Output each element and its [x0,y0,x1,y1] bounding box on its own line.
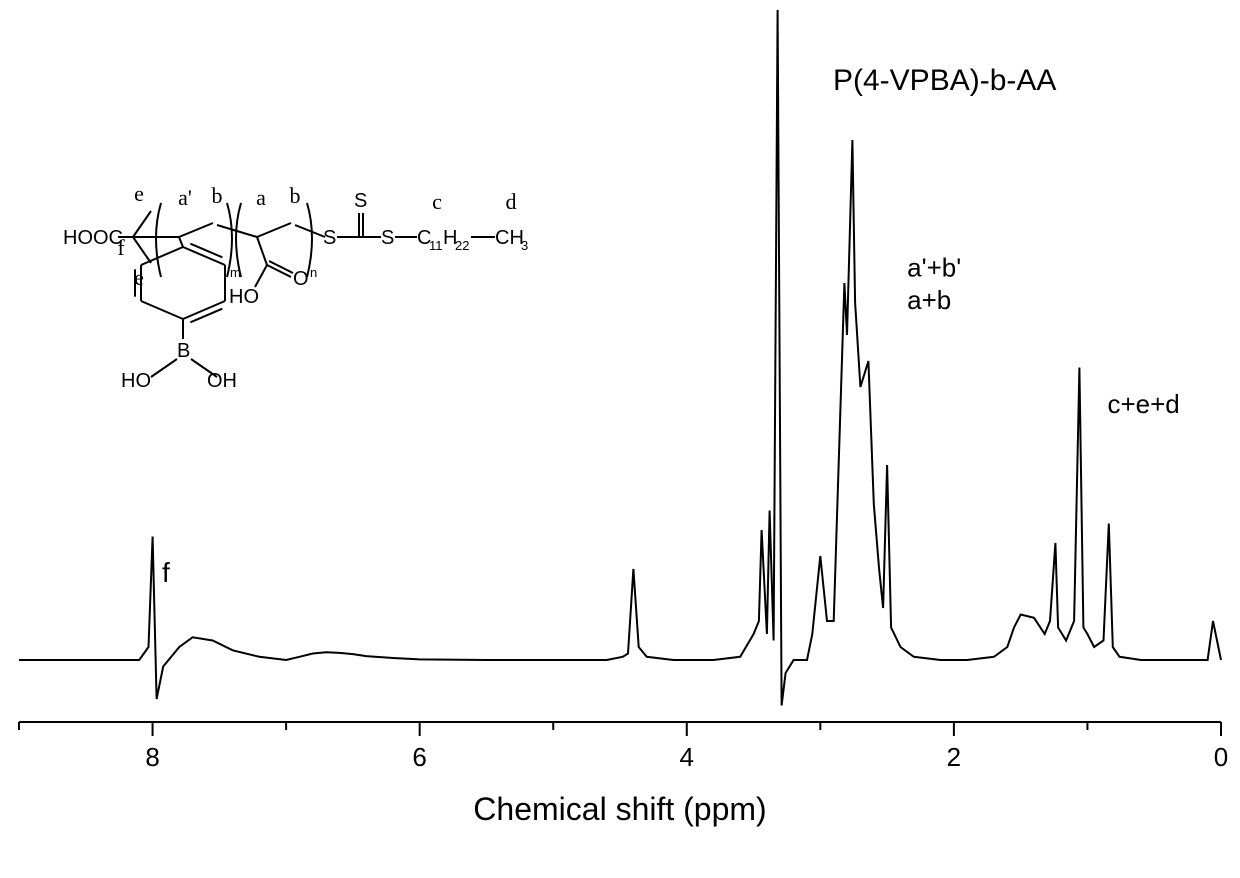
proton-label: b [290,183,301,208]
peak-label: f [162,557,170,588]
nmr-figure: 0 2 4 6 8 f a'+b'a+b c+e+d P(4-VPBA)-b-AA Chem… [0,0,1240,878]
x-axis-tick-label: 6 [412,742,426,772]
proton-label: e [134,181,144,206]
proton-label: d [506,189,517,214]
x-axis-tick-label: 8 [145,742,159,772]
molecule-label: 22 [455,238,469,253]
molecule-label: OH [207,370,237,392]
molecule-label: S [354,190,367,212]
molecule-label: B [177,340,190,362]
x-axis-tick-label: 0 [1214,742,1228,772]
molecule-label: 11 [429,238,443,253]
molecule-label: CH [495,227,524,249]
proton-label: c [432,189,442,214]
molecule-label: HO [229,286,259,308]
molecule-label: n [310,265,317,280]
molecule-label: S [323,227,336,249]
proton-label: b [212,183,223,208]
x-axis-label: Chemical shift (ppm) [473,791,766,827]
peak-label: c+e+d [1107,389,1179,419]
proton-label: a' [178,185,192,210]
x-axis-tick-label: 2 [947,742,961,772]
nmr-spectrum-trace [19,10,1221,706]
molecule-label: 3 [521,238,528,253]
molecule-structure: HOOCeea'bmfBHOOHabnOHOSSSC11H22cCH3d [63,181,528,392]
proton-label: a [256,185,266,210]
proton-label: f [117,235,125,260]
x-axis-tick-label: 4 [680,742,694,772]
molecule-label: S [381,227,394,249]
molecule-label: HO [121,370,151,392]
molecule-label: HOOC [63,227,123,249]
chart-title: P(4-VPBA)-b-AA [833,64,1056,97]
peak-label: a+b [907,285,951,315]
peak-label: a'+b' [907,253,961,283]
molecule-label: O [293,268,309,290]
